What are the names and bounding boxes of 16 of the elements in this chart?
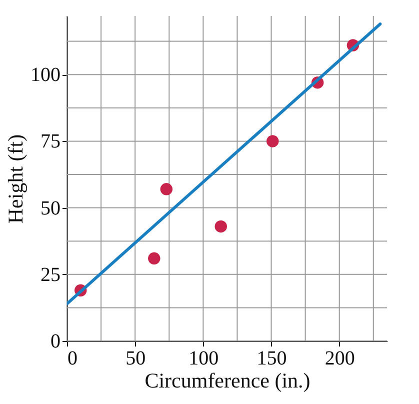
point bbox=[160, 183, 173, 196]
y-tick-label: 75 bbox=[40, 130, 60, 153]
x-tick-label: 0 bbox=[68, 348, 78, 370]
x-tick-label: 150 bbox=[256, 348, 287, 370]
point bbox=[214, 220, 227, 233]
point bbox=[266, 135, 279, 148]
point bbox=[148, 252, 160, 265]
x-tick-label: 50 bbox=[126, 348, 146, 370]
y-tick-label: 100 bbox=[30, 64, 60, 86]
y-tick-label: 0 bbox=[50, 330, 60, 352]
y-axis-title: Height (ft) bbox=[4, 134, 28, 224]
y-tick-label: 50 bbox=[40, 197, 60, 220]
y-tick-label: 25 bbox=[40, 264, 60, 286]
x-axis-title: Circumference (in.) bbox=[144, 368, 310, 392]
x-tick-label: 100 bbox=[188, 348, 219, 370]
x-tick-label: 200 bbox=[324, 348, 355, 370]
